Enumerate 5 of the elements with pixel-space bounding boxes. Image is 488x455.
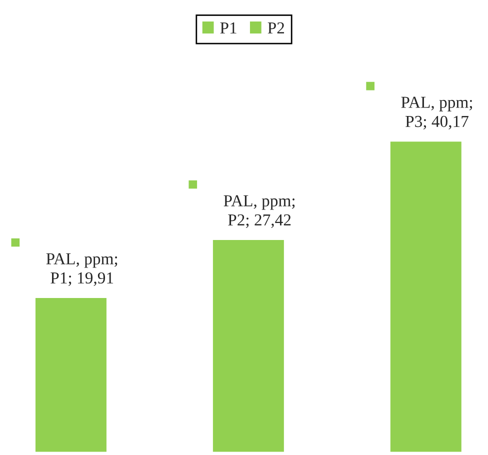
data-label: PAL, ppm; P3; 40,17 [401,96,472,130]
legend-label: P1 [220,22,236,34]
data-label: PAL, ppm; P1; 19,91 [46,253,118,286]
data-label: PAL, ppm; P2; 27,42 [224,195,295,228]
legend-label: P2 [268,22,284,34]
